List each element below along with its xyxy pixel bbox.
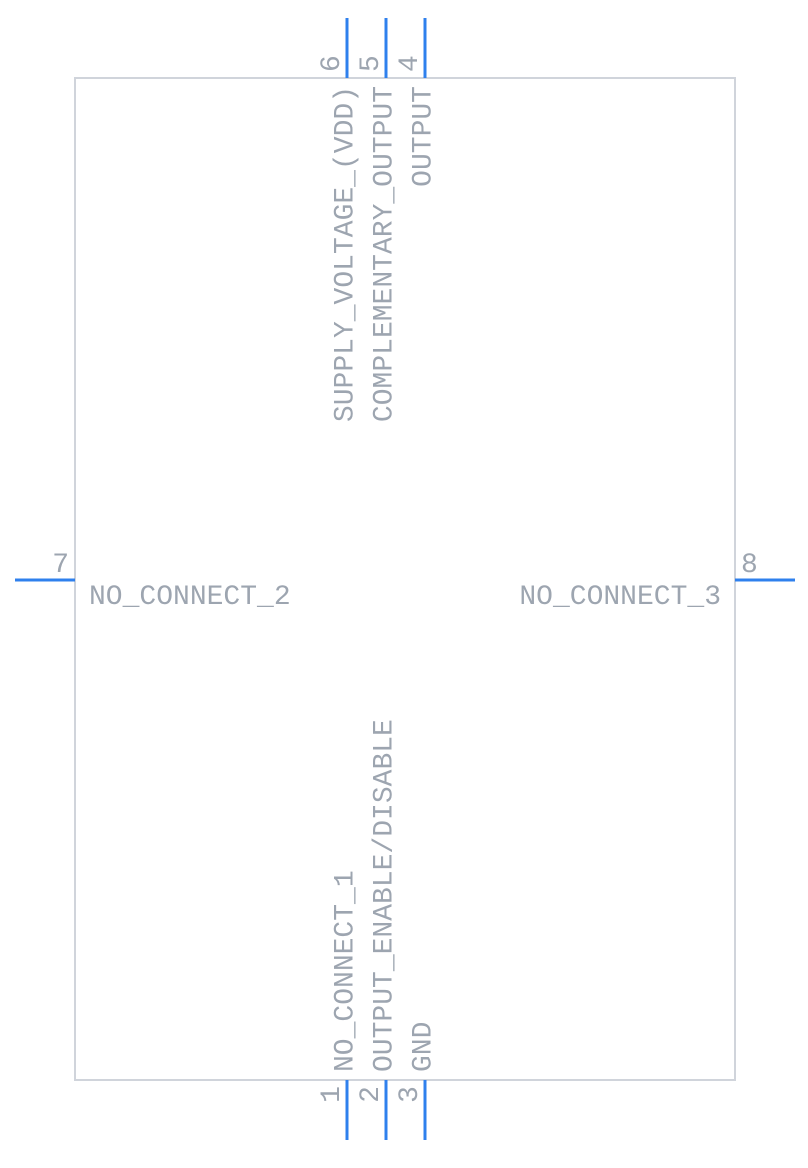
pin-3-label: GND	[409, 1022, 440, 1072]
pin-1-number: 1	[317, 1086, 348, 1103]
pin-6-label: SUPPLY_VOLTAGE_(VDD)	[331, 86, 362, 422]
pin-7-label: NO_CONNECT_2	[89, 582, 291, 613]
pin-4-label: OUTPUT	[409, 86, 440, 187]
pin-5-number: 5	[356, 55, 387, 72]
pin-2-label: OUTPUT_ENABLE/DISABLE	[370, 719, 401, 1072]
pin-2-number: 2	[356, 1086, 387, 1103]
schematic-symbol: 1 NO_CONNECT_1 2 OUTPUT_ENABLE/DISABLE 3 GND 4…	[0, 0, 808, 1168]
pin-3-number: 3	[395, 1086, 426, 1103]
pin-5-label: COMPLEMENTARY_OUTPUT	[370, 86, 401, 422]
pin-6-number: 6	[317, 55, 348, 72]
pin-8-number: 8	[741, 550, 758, 581]
pin-4-number: 4	[395, 55, 426, 72]
pin-7-number: 7	[52, 550, 69, 581]
pin-8-label: NO_CONNECT_3	[519, 582, 721, 613]
pin-1-label: NO_CONNECT_1	[331, 870, 362, 1072]
